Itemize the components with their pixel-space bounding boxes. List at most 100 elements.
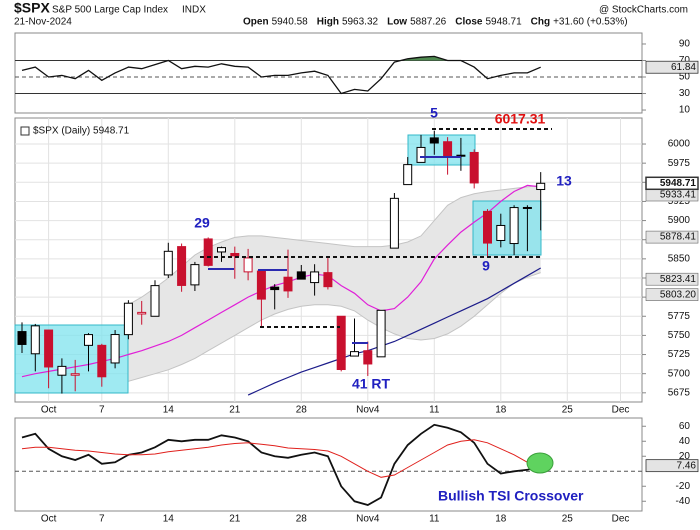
candle-body	[243, 257, 253, 273]
quote-label: Close	[455, 17, 483, 28]
overbought-fill	[22, 56, 541, 61]
value-box-label: 7.46	[677, 460, 697, 471]
y-tick-label: 5725	[668, 349, 691, 360]
quote-label: High	[317, 17, 339, 28]
candle-body	[323, 272, 333, 288]
candle-body	[203, 238, 213, 266]
y-tick-label: 60	[679, 421, 691, 432]
exchange: INDX	[182, 5, 206, 16]
moving-average	[21, 184, 541, 378]
price-frame	[14, 117, 643, 403]
x-tick-label: 25	[562, 514, 574, 525]
band-layer	[22, 56, 541, 382]
candle-body	[443, 141, 453, 157]
quote-value: 5940.58	[272, 17, 309, 28]
y-tick-label: 30	[679, 88, 691, 99]
date: 21-Nov-2024	[14, 17, 72, 28]
x-tick-label: 18	[495, 405, 507, 416]
x-tick-label: 28	[296, 405, 308, 416]
y-tick-label: 10	[679, 105, 691, 116]
y-tick-label: 5750	[668, 330, 691, 341]
candle-body	[44, 329, 54, 368]
x-tick-label: 7	[99, 405, 105, 416]
price-label: 5878.41	[660, 232, 697, 243]
y-tick-label: 20	[679, 451, 691, 462]
y-tick-label: 5700	[668, 368, 691, 379]
band-fill	[128, 185, 541, 382]
x-tick-label: 28	[296, 514, 308, 525]
candle-body	[296, 271, 306, 280]
y-tick-label: 5900	[668, 215, 691, 226]
index-name: S&P 500 Large Cap Index	[52, 5, 168, 16]
line	[21, 423, 541, 506]
highlight-box	[472, 200, 542, 256]
rsi-frame	[14, 32, 643, 114]
x-tick-label: Nov4	[356, 514, 380, 525]
annotation: 5	[430, 105, 438, 121]
candle-body	[177, 246, 187, 286]
y-tick-label: -40	[676, 496, 691, 507]
candle-body	[429, 137, 439, 144]
value-box-label: 5948.71	[660, 178, 697, 189]
x-tick-label: 14	[163, 514, 175, 525]
y-tick-label: 5775	[668, 311, 691, 322]
candle-body	[150, 285, 160, 317]
legend-icon	[20, 126, 30, 136]
marks: 61.84 5933.41 5878.41 5823.41 5803.20 5948.71…	[17, 55, 699, 506]
quote-bar: Open 5940.58 High 5963.32 Low 5887.26 Close 594…	[243, 17, 628, 28]
candle-body	[163, 250, 173, 276]
candle-body	[522, 206, 532, 209]
y-tick-label: 5975	[668, 158, 691, 169]
drawn-lines	[200, 128, 554, 474]
candle-body	[70, 373, 80, 376]
quote-value: 5948.71	[485, 17, 522, 28]
x-tick-label: Oct	[41, 514, 57, 525]
y-tick-label: 6000	[668, 139, 691, 150]
moving-average	[247, 267, 542, 396]
candle-body	[469, 151, 479, 184]
crossover-marker	[526, 452, 554, 474]
candle-body	[389, 197, 399, 249]
candle-body	[376, 309, 386, 358]
x-tick-label: Oct	[41, 405, 57, 416]
price-label: 5933.41	[660, 190, 697, 201]
candle-body	[363, 350, 373, 365]
price-label-box	[645, 288, 699, 301]
candle-body	[57, 365, 67, 376]
y-tick-label: 70	[679, 55, 691, 66]
price-label: 5823.41	[660, 274, 697, 285]
quote-label: Chg	[531, 17, 550, 28]
y-tick-label: 90	[679, 39, 691, 50]
candle-body	[190, 264, 200, 286]
value-box	[645, 459, 699, 473]
line	[21, 439, 541, 478]
y-tick-label: 40	[679, 436, 691, 447]
candle-body	[416, 146, 426, 163]
y-tick-label: 5850	[668, 253, 691, 264]
y-tick-label: -20	[676, 481, 691, 492]
x-tick-label: 21	[229, 514, 241, 525]
candle-body	[84, 334, 93, 346]
band-edge	[128, 272, 541, 382]
price-label-box	[645, 272, 699, 286]
quote-label: Low	[387, 17, 407, 28]
candle-body	[310, 271, 320, 284]
x-tick-label: Dec	[612, 405, 630, 416]
price-legend: $SPX (Daily) 5948.71	[33, 126, 130, 137]
candle-body	[110, 334, 120, 364]
quote-value: 5887.26	[410, 17, 447, 28]
value-box-label: 61.84	[671, 62, 696, 73]
candle-body	[483, 210, 492, 244]
candle-body	[350, 351, 359, 357]
price-label: 5803.20	[660, 289, 697, 300]
x-tick-label: Dec	[612, 514, 630, 525]
value-box	[645, 176, 699, 191]
candle-body	[336, 315, 346, 371]
x-tick-label: 14	[163, 405, 175, 416]
candle-body	[256, 270, 266, 300]
y-tick-label: 50	[679, 72, 691, 83]
candle-body	[270, 286, 280, 291]
quote-label: Open	[243, 17, 269, 28]
y-tick-label: 5925	[668, 196, 691, 207]
candle-body	[17, 331, 27, 345]
